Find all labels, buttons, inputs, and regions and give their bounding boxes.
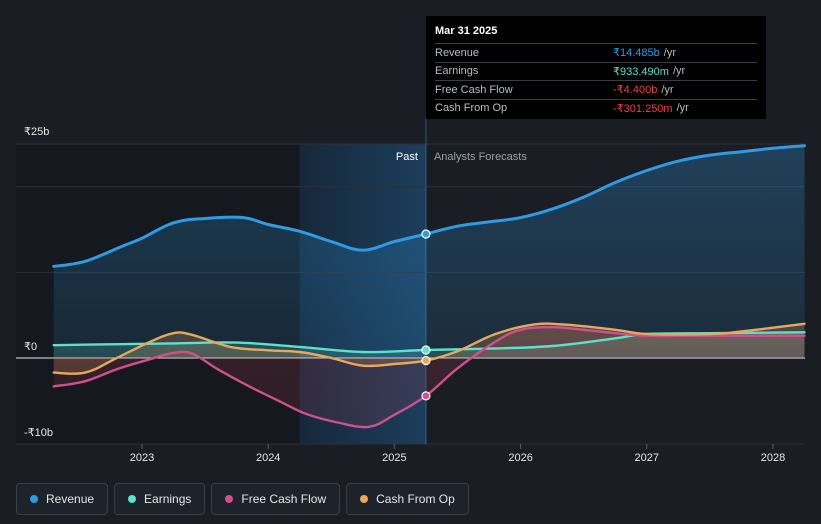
cash-from-op-line bbox=[52, 322, 806, 375]
past-label: Past bbox=[396, 151, 418, 163]
legend-label: Cash From Op bbox=[376, 492, 455, 506]
x-tick-label: 2028 bbox=[761, 452, 785, 464]
cash-from-op-marker bbox=[421, 355, 431, 366]
x-tick-label: 2027 bbox=[635, 452, 659, 464]
tooltip: Mar 31 2025 Revenue ₹14.485b /yr Earning… bbox=[426, 16, 766, 119]
tooltip-date: Mar 31 2025 bbox=[435, 25, 498, 37]
x-tick-label: 2024 bbox=[256, 452, 280, 464]
x-tick-label: 2023 bbox=[130, 452, 154, 464]
series-markers bbox=[421, 229, 431, 401]
legend: Revenue Earnings Free Cash Flow Cash Fro… bbox=[16, 483, 469, 515]
forecast-label: Analysts Forecasts bbox=[434, 151, 527, 163]
legend-item-earnings[interactable]: Earnings bbox=[114, 483, 206, 515]
tooltip-label: Earnings bbox=[435, 65, 479, 78]
tooltip-value: -₹301.250m bbox=[613, 102, 673, 115]
cash-from-op-fill bbox=[53, 323, 805, 374]
tooltip-label: Revenue bbox=[435, 46, 480, 59]
legend-label: Earnings bbox=[144, 492, 192, 506]
tooltip-unit: /yr bbox=[661, 83, 674, 96]
revenue-marker bbox=[421, 229, 431, 239]
legend-item-revenue[interactable]: Revenue bbox=[16, 483, 109, 515]
x-tick-label: 2025 bbox=[382, 452, 406, 464]
legend-item-free-cash-flow[interactable]: Free Cash Flow bbox=[211, 483, 341, 515]
tooltip-unit: /yr bbox=[672, 65, 686, 78]
x-tick-label: 2026 bbox=[508, 452, 532, 464]
tooltip-value: ₹933.490m bbox=[613, 65, 669, 78]
y-tick-label: -₹10b bbox=[24, 427, 53, 439]
cfo-dot-icon bbox=[360, 495, 369, 503]
legend-label: Revenue bbox=[46, 492, 95, 506]
fcf-dot-icon bbox=[225, 495, 234, 503]
tooltip-label: Free Cash Flow bbox=[435, 83, 513, 96]
axes: ₹25b ₹0 -₹10b 2023 2024 2025 2026 2027 2028 bbox=[24, 126, 785, 464]
tooltip-row-fcf: Free Cash Flow -₹4.400b /yr bbox=[435, 80, 757, 99]
y-tick-label: ₹0 bbox=[24, 341, 37, 353]
tooltip-label: Cash From Op bbox=[435, 102, 508, 115]
revenue-fill bbox=[53, 145, 805, 358]
earnings-marker bbox=[421, 345, 431, 355]
tooltip-unit: /yr bbox=[676, 102, 689, 115]
tooltip-row-earnings: Earnings ₹933.490m /yr bbox=[435, 61, 757, 81]
tooltip-row-cfo: Cash From Op -₹301.250m /yr bbox=[435, 98, 757, 118]
revenue-dot-icon bbox=[30, 495, 38, 503]
free-cash-flow-marker bbox=[421, 391, 431, 401]
free-cash-flow-line bbox=[52, 325, 806, 429]
tooltip-value: -₹4.400b bbox=[613, 84, 658, 97]
earnings-dot-icon bbox=[128, 495, 137, 503]
legend-item-cash-from-op[interactable]: Cash From Op bbox=[346, 483, 469, 515]
tooltip-unit: /yr bbox=[663, 46, 676, 59]
legend-label: Free Cash Flow bbox=[241, 492, 327, 506]
y-tick-label: ₹25b bbox=[24, 126, 49, 138]
tooltip-row-revenue: Revenue ₹14.485b /yr bbox=[435, 43, 757, 62]
tooltip-value: ₹14.485b bbox=[613, 47, 660, 60]
